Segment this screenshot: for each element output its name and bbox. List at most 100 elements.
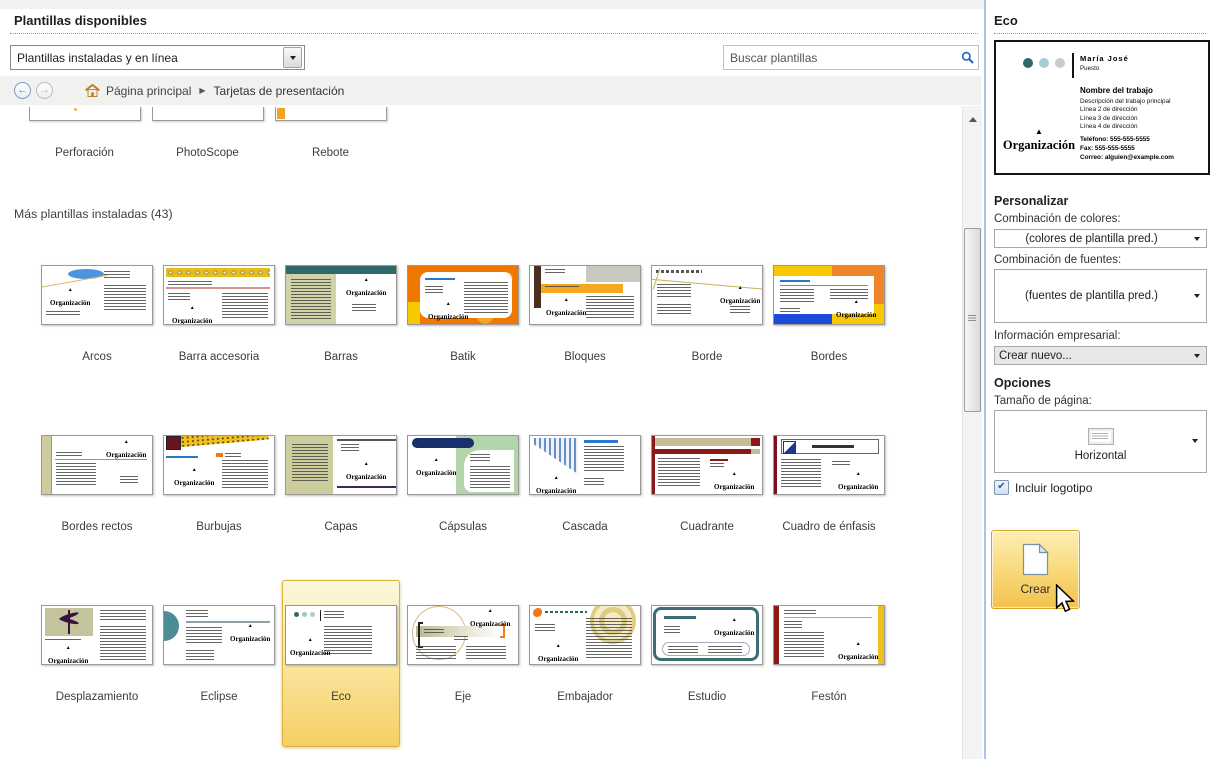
preview-job-title: Nombre del trabajo: [1080, 86, 1153, 95]
chevron-down-icon: [1194, 294, 1200, 298]
template-thumbnail[interactable]: ▲ Organización: [529, 435, 641, 495]
template-label: Cuadrante: [680, 521, 734, 533]
template-thumbnail[interactable]: ▲ Organización: [773, 605, 885, 665]
template-item-cascada[interactable]: ▲ Organización Cascada: [524, 435, 646, 533]
home-icon: [85, 84, 100, 97]
template-thumbnail[interactable]: ▲ Organización: [285, 265, 397, 325]
thumbnail-art: [55, 459, 147, 460]
thumbnail-art: [730, 306, 750, 314]
template-thumbnail[interactable]: ▲ Organización: [773, 435, 885, 495]
template-thumbnail[interactable]: ▲ Organización: [163, 435, 275, 495]
thumbnail-art: [166, 456, 198, 458]
thumbnail-art: [662, 642, 750, 656]
template-item-capas[interactable]: ▲ Organización Capas: [280, 435, 402, 533]
template-item-eco[interactable]: ▲ Organización Eco: [280, 580, 402, 747]
template-thumbnail[interactable]: ▲ Organización: [651, 435, 763, 495]
thumbnail-art: [780, 308, 800, 313]
template-item-batik[interactable]: ▲ Organización Batik: [402, 265, 524, 363]
template-item-rebote[interactable]: Rebote: [269, 107, 392, 159]
template-label: Embajador: [557, 691, 613, 703]
font-scheme-dropdown[interactable]: (fuentes de plantilla pred.): [994, 269, 1207, 323]
thumbnail-art: [352, 304, 376, 312]
color-scheme-dropdown[interactable]: (colores de plantilla pred.): [994, 229, 1207, 248]
thumbnail-art: [341, 444, 359, 451]
page-size-dropdown[interactable]: Horizontal: [994, 410, 1207, 473]
template-item-borde[interactable]: ▲ Organización Borde: [646, 265, 768, 363]
scrollbar-thumb[interactable]: [964, 228, 981, 412]
preview-dot-1: [1023, 58, 1033, 68]
template-filter-dropdown[interactable]: Plantillas instaladas y en línea: [10, 45, 305, 70]
preview-name: María José: [1080, 54, 1129, 63]
template-thumbnail[interactable]: ▲ Organización: [529, 605, 641, 665]
template-thumbnail[interactable]: ▲ Organización: [163, 265, 275, 325]
thumbnail-art: [408, 302, 420, 324]
template-thumbnail[interactable]: [274, 107, 387, 121]
dropdown-button[interactable]: [283, 47, 302, 68]
template-thumbnail[interactable]: ▲ Organización: [41, 435, 153, 495]
template-item-cuadro-de-enfasis[interactable]: ▲ Organización Cuadro de énfasis: [768, 435, 890, 533]
thumbnail-art: [68, 269, 104, 279]
template-thumbnail[interactable]: [151, 107, 264, 121]
template-item-arcos[interactable]: ▲ Organización Arcos: [36, 265, 158, 363]
template-item-estudio[interactable]: ▲ Organización Estudio: [646, 605, 768, 703]
thumbnail-art: [310, 612, 315, 617]
template-thumbnail[interactable]: ▲ Organización: [651, 605, 763, 665]
thumbnail-art: [784, 621, 802, 628]
business-info-dropdown[interactable]: Crear nuevo...: [994, 346, 1207, 365]
search-input[interactable]: [724, 50, 956, 65]
include-logo-option[interactable]: ✔ Incluir logotipo: [994, 480, 1092, 495]
template-item-cuadrante[interactable]: ▲ Organización Cuadrante: [646, 435, 768, 533]
thumbnail-art: [104, 271, 130, 279]
template-thumbnail[interactable]: ▲ Organización: [285, 435, 397, 495]
search-box[interactable]: [723, 45, 979, 70]
template-item-desplazamiento[interactable]: ▲ Organización Desplazamiento: [36, 605, 158, 703]
template-item-bordes[interactable]: ▲ Organización Bordes: [768, 265, 890, 363]
template-item-eje[interactable]: ▲ Organización Eje: [402, 605, 524, 703]
thumbnail-art: [653, 607, 759, 661]
breadcrumb-home[interactable]: Página principal: [106, 83, 192, 98]
back-button[interactable]: ←: [14, 82, 31, 99]
forward-button[interactable]: →: [36, 82, 53, 99]
thumbnail-art: [166, 287, 270, 289]
template-item-capsulas[interactable]: ▲ Organización Cápsulas: [402, 435, 524, 533]
template-thumbnail[interactable]: ▲ Organización: [41, 265, 153, 325]
search-icon[interactable]: [956, 51, 978, 64]
template-item-burbujas[interactable]: ▲ Organización Burbujas: [158, 435, 280, 533]
thumbnail-art: [832, 266, 884, 276]
scrollbar-up-button[interactable]: [963, 112, 982, 126]
thumbnail-art: [751, 438, 760, 446]
template-thumbnail[interactable]: [28, 107, 141, 121]
template-thumbnail[interactable]: ▲ Organización: [163, 605, 275, 665]
template-item-eclipse[interactable]: ▲ Organización Eclipse: [158, 605, 280, 703]
template-item-bloques[interactable]: ▲ Organización Bloques: [524, 265, 646, 363]
vertical-scrollbar[interactable]: [962, 106, 982, 759]
thumbnail-art: [655, 449, 751, 454]
template-thumbnail[interactable]: ▲ Organización: [773, 265, 885, 325]
include-logo-checkbox[interactable]: ✔: [994, 480, 1009, 495]
template-thumbnail[interactable]: ▲ Organización: [651, 265, 763, 325]
template-item-photoscope[interactable]: PhotoScope: [146, 107, 269, 159]
thumbnail-art: [584, 440, 618, 443]
template-label: Festón: [811, 691, 847, 703]
template-thumbnail[interactable]: ▲ Organización: [41, 605, 153, 665]
chevron-down-icon: [289, 55, 296, 60]
template-label: Bloques: [564, 351, 606, 363]
template-thumbnail[interactable]: ▲ Organización: [407, 605, 519, 665]
template-thumbnail[interactable]: ▲ Organización: [407, 265, 519, 325]
preview-contact: Teléfono: 555-555-5555 Fax: 555-555-5555…: [1080, 136, 1174, 161]
thumbnail-art: [784, 632, 824, 658]
template-label: Eje: [454, 691, 472, 703]
template-item-perforacion[interactable]: Perforación: [23, 107, 146, 159]
template-label: Borde: [691, 351, 723, 363]
thumbnail-art: ▲ Organización: [838, 641, 879, 661]
template-item-feston[interactable]: ▲ Organización Festón: [768, 605, 890, 703]
template-thumbnail[interactable]: ▲ Organización: [407, 435, 519, 495]
template-item-barra-accesoria[interactable]: ▲ Organización Barra accesoria: [158, 265, 280, 363]
template-item-bordes-rectos[interactable]: ▲ Organización Bordes rectos: [36, 435, 158, 533]
template-thumbnail[interactable]: ▲ Organización: [285, 605, 397, 665]
template-item-embajador[interactable]: ▲ Organización Embajador: [524, 605, 646, 703]
template-thumbnail[interactable]: ▲ Organización: [529, 265, 641, 325]
template-item-barras[interactable]: ▲ Organización Barras: [280, 265, 402, 363]
preview-address: Descripción del trabajo principal Línea …: [1080, 98, 1171, 131]
thumbnail-art: [294, 612, 299, 617]
